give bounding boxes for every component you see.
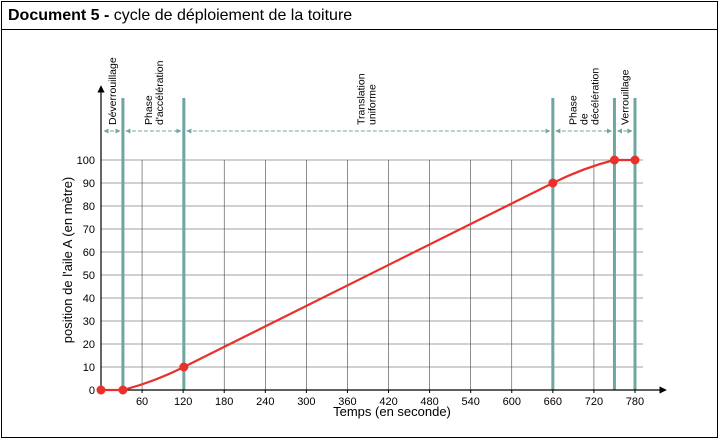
data-point xyxy=(118,385,128,395)
data-point xyxy=(630,155,640,165)
x-tick-label: 60 xyxy=(136,396,148,408)
y-tick-label: 50 xyxy=(83,270,95,282)
y-tick-label: 0 xyxy=(89,385,95,397)
y-tick-label: 90 xyxy=(83,178,95,190)
phase-label-line: Phase xyxy=(568,95,580,125)
phase-label: Verrouillage xyxy=(620,69,632,125)
grid xyxy=(101,159,643,390)
phase-label-line: Translation xyxy=(355,73,367,125)
x-tick-label: 240 xyxy=(256,396,274,408)
x-tick-label: 540 xyxy=(462,396,480,408)
phase-label-line: Phase xyxy=(143,95,155,125)
position-curve xyxy=(101,158,635,392)
x-tick-label: 780 xyxy=(626,396,644,408)
phase-label: Déverrouillage xyxy=(107,57,119,125)
x-tick-label: 480 xyxy=(420,396,438,408)
labels: 0 10 20 30 40 50 60 70 80 90 100 60 120 180 240 300 360 4… xyxy=(60,57,644,419)
x-tick-label: 180 xyxy=(215,396,233,408)
phase-label-line: décélération xyxy=(590,68,602,125)
x-tick-label: 600 xyxy=(503,396,521,408)
y-tick-label: 40 xyxy=(83,293,95,305)
phase-label: Translationuniforme xyxy=(355,73,378,125)
phase-label-line: Déverrouillage xyxy=(107,57,119,125)
axes xyxy=(97,85,667,394)
y-axis-label: position de l'aile A (en mètre) xyxy=(60,177,75,344)
y-tick-label: 80 xyxy=(83,201,95,213)
x-tick-label: 720 xyxy=(585,396,603,408)
x-tick-label: 420 xyxy=(379,396,397,408)
data-point xyxy=(96,385,106,395)
x-axis-label: Temps (en seconde) xyxy=(333,404,451,419)
y-tick-label: 100 xyxy=(77,155,95,167)
x-tick-label: 660 xyxy=(544,396,562,408)
data-point xyxy=(548,178,558,188)
x-tick-label: 120 xyxy=(174,396,192,408)
x-tick-label: 360 xyxy=(338,396,356,408)
document-header: Document 5 - cycle de déploiement de la … xyxy=(2,2,717,30)
x-tick-label: 300 xyxy=(297,396,315,408)
phase-label: Phasededécélération xyxy=(568,68,602,125)
data-point xyxy=(609,155,619,165)
y-tick-label: 70 xyxy=(83,224,95,236)
y-tick-label: 30 xyxy=(83,316,95,328)
curve xyxy=(96,155,640,395)
phase-label-line: de xyxy=(579,113,591,125)
y-tick-label: 10 xyxy=(83,362,95,374)
y-tick-label: 60 xyxy=(83,247,95,259)
y-tick-label: 20 xyxy=(83,339,95,351)
data-point xyxy=(179,362,189,372)
phase-label: Phased'accélération xyxy=(143,60,166,125)
document-title: cycle de déploiement de la toiture xyxy=(113,7,353,24)
phase-label-line: d'accélération xyxy=(154,60,166,125)
phase-boundaries xyxy=(103,98,637,390)
phase-label-line: Verrouillage xyxy=(620,69,632,125)
phase-label-line: uniforme xyxy=(366,84,378,125)
document-label: Document 5 - xyxy=(8,7,110,24)
